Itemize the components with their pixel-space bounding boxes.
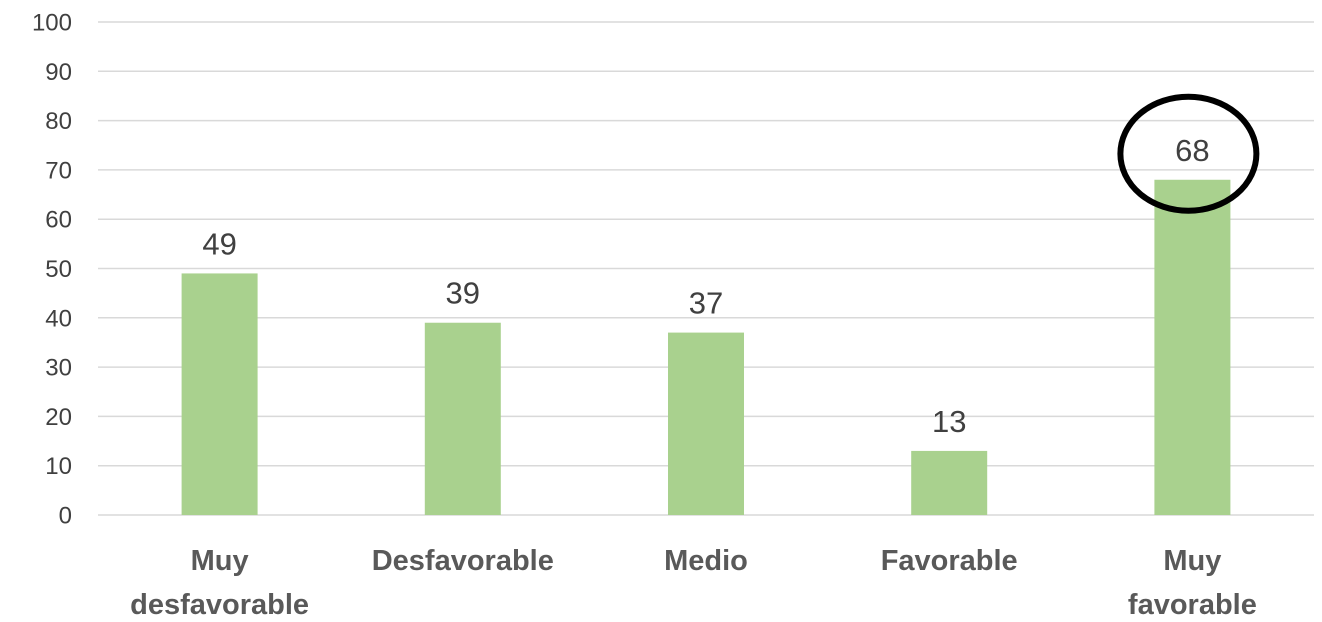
x-tick-label: favorable: [1128, 589, 1257, 621]
bar: [668, 332, 744, 515]
highlight-circle: [1117, 93, 1260, 214]
x-tick-label: Muy: [1163, 545, 1221, 577]
y-tick-label: 60: [45, 207, 72, 234]
annotations: [1117, 93, 1260, 214]
bar: [181, 273, 258, 515]
x-tick-label: Favorable: [881, 545, 1018, 577]
y-tick-label: 100: [32, 10, 72, 37]
x-tick-label: Medio: [664, 545, 748, 577]
y-tick-label: 80: [45, 108, 72, 135]
data-label: 39: [446, 276, 480, 311]
data-labels: 49 39 37 13 68: [202, 133, 1209, 439]
y-tick-label: 10: [45, 453, 72, 480]
data-label: 13: [932, 404, 966, 439]
y-tick-label: 20: [45, 404, 72, 431]
y-tick-label: 40: [45, 305, 72, 332]
x-axis-ticks: Muy desfavorable Desfavorable Medio Favorabl…: [130, 545, 1257, 621]
y-tick-label: 90: [45, 59, 72, 86]
y-axis-ticks: 0 10 20 30 40 50 60 70 80 90 100: [32, 10, 72, 530]
y-tick-label: 30: [45, 355, 72, 382]
data-label: 68: [1175, 133, 1209, 168]
y-tick-label: 50: [45, 256, 72, 283]
x-tick-label: desfavorable: [130, 589, 309, 621]
x-tick-label: Desfavorable: [372, 545, 554, 577]
y-tick-label: 0: [59, 503, 72, 530]
bar: [911, 450, 988, 515]
y-tick-label: 70: [45, 157, 72, 184]
bars: [181, 179, 1231, 515]
x-tick-label: Muy: [191, 545, 249, 577]
bar: [1154, 179, 1231, 515]
gridlines: [98, 21, 1314, 516]
bar: [424, 322, 501, 515]
data-label: 37: [689, 286, 723, 321]
data-label: 49: [202, 226, 236, 261]
